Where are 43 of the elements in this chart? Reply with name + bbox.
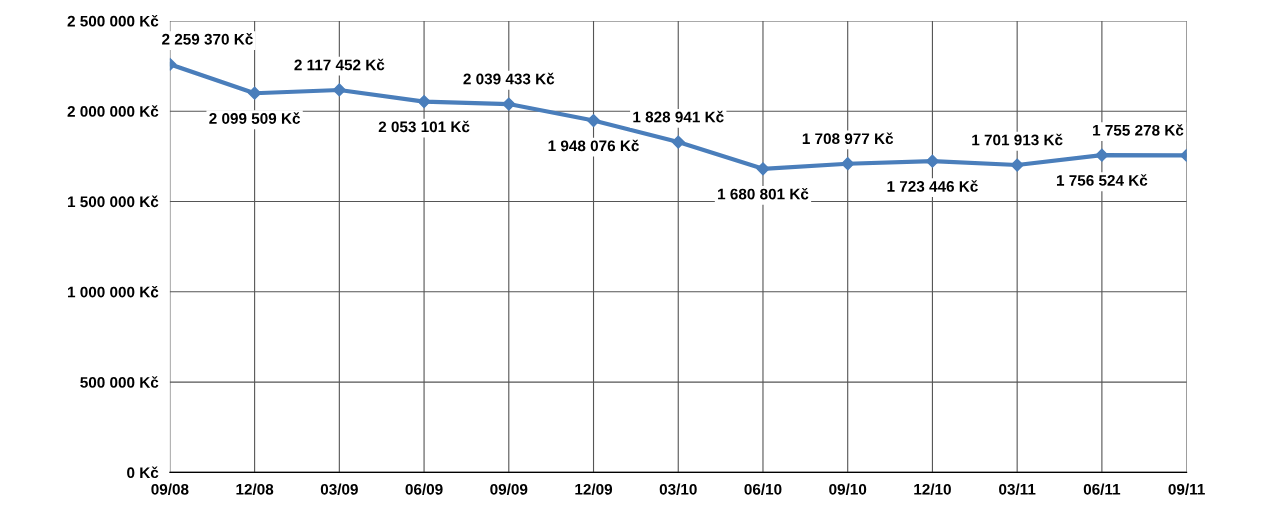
- x-tick-label: 03/11: [999, 483, 1036, 495]
- data-label: 1 680 801 Kč: [718, 187, 809, 200]
- y-tick-label: 1 500 000 Kč: [68, 195, 159, 208]
- point: [586, 113, 601, 128]
- x-tick-label: 03/09: [320, 483, 358, 495]
- x-tick-label: 12/09: [575, 483, 613, 495]
- y-tick-label: 0 Kč: [127, 466, 159, 479]
- x-tick-label: 09/08: [151, 483, 189, 495]
- y-tick-label: 2 500 000 Kč: [67, 15, 159, 27]
- point: [248, 86, 262, 100]
- data-label: 1 708 977 Kč: [802, 132, 894, 145]
- y-tick-label: 2 000 000 Kč: [67, 105, 159, 117]
- point: [1010, 158, 1024, 172]
- data-label: 1 723 446 Kč: [887, 180, 978, 192]
- point: [925, 154, 940, 168]
- x-tick-label: 09/09: [490, 483, 528, 495]
- data-label: 1 756 524 Kč: [1056, 174, 1148, 186]
- point: [1095, 148, 1109, 162]
- x-tick-label: 12/08: [236, 483, 274, 495]
- data-label: 2 053 101 Kč: [378, 120, 470, 133]
- data-label: 1 755 278 Kč: [1093, 124, 1184, 136]
- y-tick-label: 500 000 Kč: [80, 376, 159, 388]
- x-tick-label: 12/10: [914, 483, 951, 495]
- data-label: 1 948 076 Kč: [548, 139, 639, 152]
- x-tick-label: 06/11: [1083, 483, 1121, 495]
- y-tick-label: 1 000 000 Kč: [68, 285, 159, 298]
- point: [332, 83, 346, 97]
- point: [502, 97, 516, 111]
- point: [841, 157, 855, 171]
- data-label: 2 259 370 Kč: [162, 33, 253, 45]
- data-label: 2 099 509 Kč: [209, 112, 301, 124]
- point: [417, 95, 431, 109]
- point: [671, 135, 685, 149]
- x-tick-label: 06/09: [405, 483, 443, 495]
- point: [756, 162, 770, 176]
- x-tick-label: 09/11: [1168, 483, 1205, 495]
- data-label: 1 701 913 Kč: [972, 133, 1063, 146]
- x-tick-label: 03/10: [659, 483, 697, 495]
- data-label: 2 039 433 Kč: [463, 72, 555, 85]
- x-tick-label: 09/10: [829, 483, 867, 495]
- data-label: 2 117 452 Kč: [294, 58, 385, 71]
- data-label: 1 828 941 Kč: [633, 110, 724, 123]
- x-tick-label: 06/10: [744, 483, 782, 495]
